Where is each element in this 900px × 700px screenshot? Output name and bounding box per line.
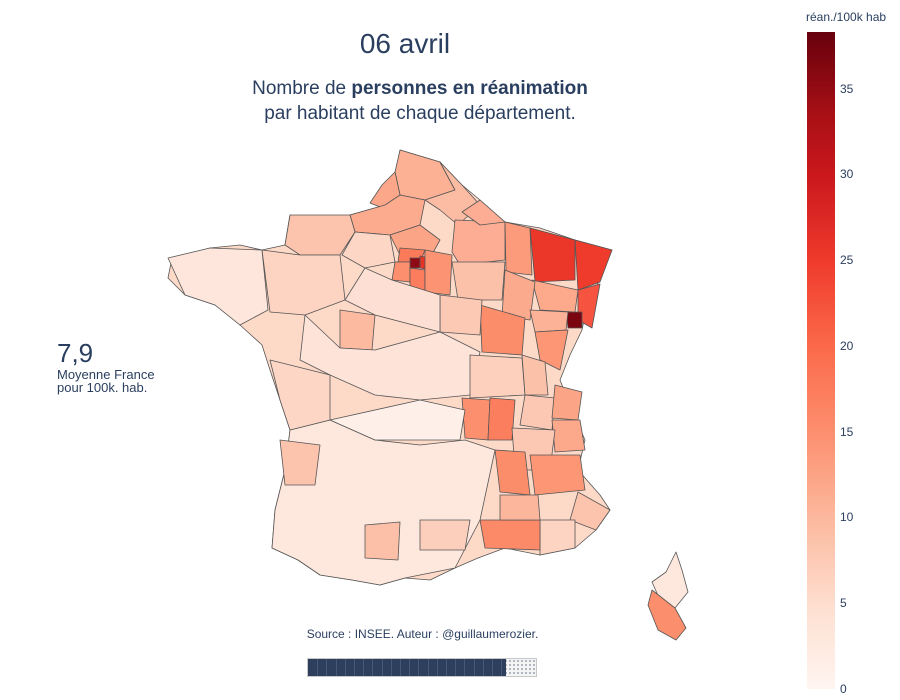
department-savoie	[551, 419, 586, 453]
department-saone-et-loire	[469, 354, 526, 399]
average-label-1: Moyenne France	[57, 367, 155, 382]
department-creuse-group	[329, 399, 466, 441]
date-slider[interactable]	[307, 658, 537, 677]
department-marne	[451, 219, 506, 266]
department-haute-saone	[529, 309, 569, 333]
department-var	[539, 519, 576, 556]
department-yonne	[439, 294, 483, 336]
department-herault	[419, 519, 471, 551]
department-alpes-maritimes	[569, 491, 611, 531]
subtitle-bold: personnes en réanimation	[351, 78, 588, 99]
department-corse-du-sud	[647, 589, 687, 641]
colorbar-tick-label: 10	[840, 510, 854, 525]
slider-progress-fill	[308, 659, 506, 676]
department-haute-marne	[501, 269, 536, 321]
department-meuse	[504, 221, 533, 276]
average-value: 7,9	[57, 338, 94, 368]
average-label-2: pour 100k. hab.	[57, 380, 148, 395]
department-charente	[269, 359, 331, 431]
department-rhone	[487, 397, 516, 441]
department-doubs	[534, 329, 569, 371]
department-haute-savoie	[551, 384, 583, 421]
map-title: 06 avril	[359, 28, 451, 59]
colorbar-title: réan./100k hab	[806, 10, 887, 24]
colorbar-tick-label: 5	[840, 596, 847, 611]
department-ain	[519, 394, 556, 431]
department-haut-rhin	[577, 283, 601, 329]
department-gironde	[279, 439, 321, 486]
department-seine-et-marne	[424, 249, 453, 296]
colorbar-tick-label: 25	[840, 253, 854, 268]
colorbar-tick-label: 15	[840, 424, 854, 439]
department-territoire-de-belfort	[565, 311, 583, 329]
department-bouches-du-rhone	[479, 519, 541, 551]
department-haute-garonne	[364, 521, 401, 561]
subtitle-prefix: Nombre de	[252, 78, 352, 99]
department-loire	[461, 397, 491, 441]
subtitle-line2: par habitant de chaque département.	[264, 103, 576, 124]
department-drome	[494, 449, 531, 496]
average-annotation: 7,9 Moyenne France pour 100k. hab.	[57, 338, 155, 394]
department-sarthe	[339, 309, 376, 351]
department-paris	[409, 257, 421, 269]
department-vaucluse	[499, 494, 541, 521]
map-subtitle: Nombre de personnes en réanimation par h…	[0, 76, 840, 126]
department-bas-rhin	[574, 239, 613, 291]
department-ardennes	[461, 199, 506, 226]
department-moselle	[529, 227, 576, 283]
colorbar-tick-label: 20	[840, 338, 854, 353]
colorbar-tick-label: 35	[840, 81, 854, 96]
france-choropleth-map	[167, 149, 689, 641]
department-yvelines	[391, 261, 411, 283]
colorbar-tick-label: 30	[840, 167, 854, 182]
department-eure	[341, 231, 396, 269]
department-brittany-group	[167, 247, 269, 326]
department-aube	[451, 261, 506, 301]
source-credit: Source : INSEE. Auteur : @guillaumerozie…	[306, 627, 539, 641]
department-vosges	[531, 279, 579, 313]
colorbar	[807, 32, 835, 689]
department-nord	[394, 149, 456, 201]
colorbar-tick-label: 0	[840, 682, 847, 696]
department-jura	[521, 354, 549, 396]
department-hautes-alpes	[529, 454, 586, 496]
